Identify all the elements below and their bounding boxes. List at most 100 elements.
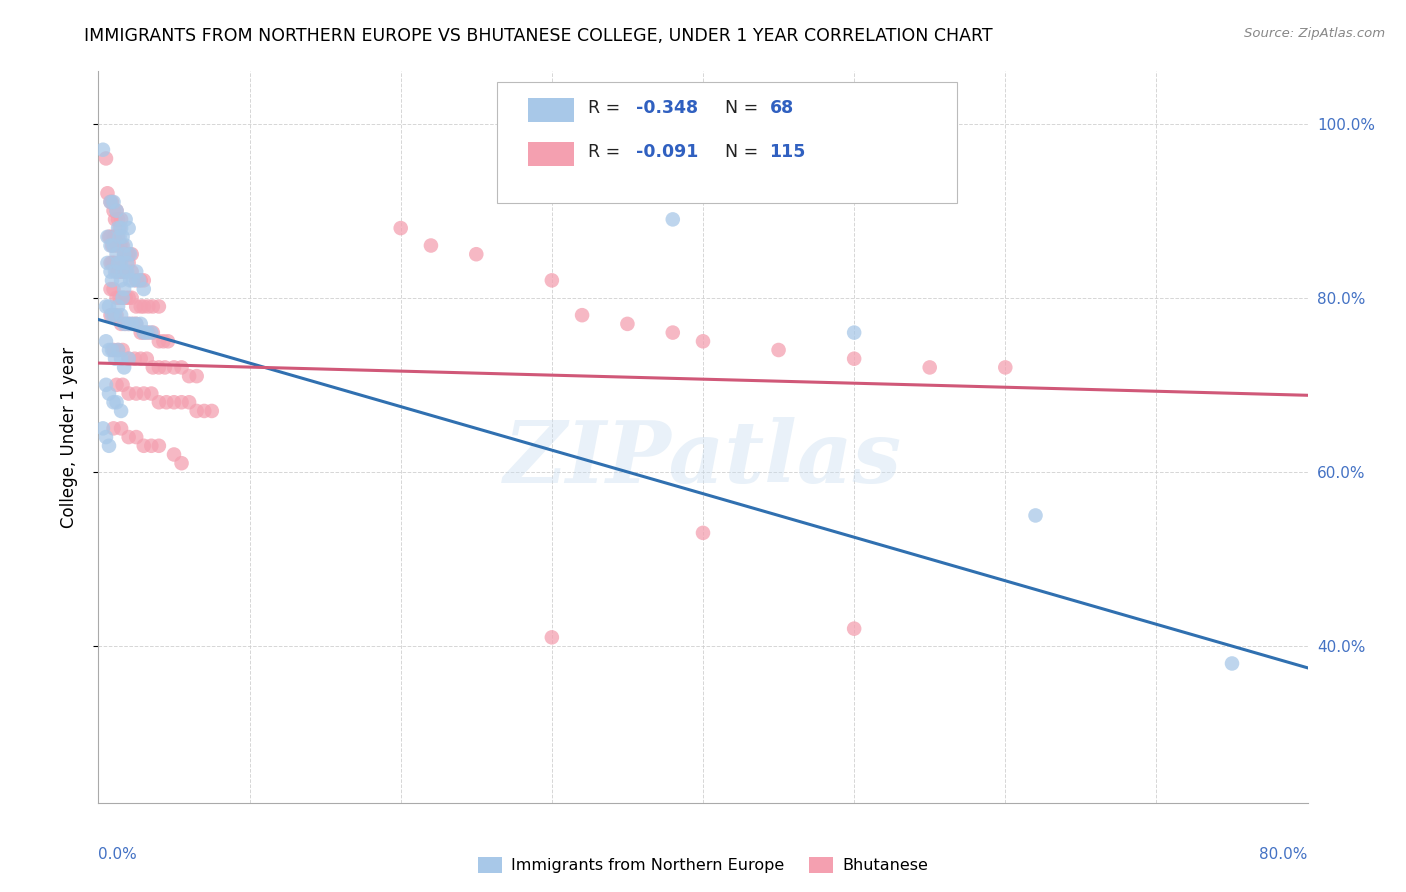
Point bbox=[104, 308, 127, 322]
Point bbox=[152, 334, 174, 349]
Y-axis label: College, Under 1 year: College, Under 1 year bbox=[59, 346, 77, 528]
Point bbox=[148, 395, 170, 409]
Point bbox=[148, 300, 170, 314]
Point bbox=[186, 369, 208, 384]
Point bbox=[156, 334, 179, 349]
Point bbox=[103, 238, 125, 252]
Point bbox=[103, 421, 125, 435]
Point bbox=[110, 351, 132, 366]
Point bbox=[135, 326, 157, 340]
Point bbox=[118, 351, 141, 366]
Point bbox=[136, 326, 159, 340]
Point bbox=[110, 221, 132, 235]
Point bbox=[111, 229, 134, 244]
Point bbox=[103, 194, 125, 209]
Point bbox=[105, 265, 128, 279]
Point bbox=[132, 386, 155, 401]
Legend: Immigrants from Northern Europe, Bhutanese: Immigrants from Northern Europe, Bhutane… bbox=[471, 850, 935, 880]
Point bbox=[100, 282, 122, 296]
Point bbox=[111, 377, 134, 392]
Point bbox=[170, 360, 193, 375]
Point bbox=[103, 256, 125, 270]
Point bbox=[163, 448, 186, 462]
Point bbox=[148, 439, 170, 453]
Point bbox=[132, 439, 155, 453]
Point bbox=[115, 247, 138, 261]
Point bbox=[110, 421, 132, 435]
Point bbox=[107, 343, 129, 357]
Point bbox=[105, 308, 128, 322]
Point bbox=[110, 404, 132, 418]
Point bbox=[100, 194, 122, 209]
Point bbox=[129, 273, 152, 287]
FancyBboxPatch shape bbox=[527, 98, 574, 122]
Point bbox=[98, 439, 121, 453]
Point bbox=[103, 308, 125, 322]
Point bbox=[125, 317, 148, 331]
Text: R =: R = bbox=[588, 143, 626, 161]
Point bbox=[110, 212, 132, 227]
Point bbox=[100, 265, 122, 279]
Point bbox=[96, 256, 118, 270]
Point bbox=[105, 377, 128, 392]
Point bbox=[540, 631, 562, 645]
Text: R =: R = bbox=[588, 99, 626, 117]
Point bbox=[100, 238, 122, 252]
Point bbox=[118, 430, 141, 444]
Point bbox=[186, 404, 208, 418]
Point bbox=[111, 265, 134, 279]
Point bbox=[132, 282, 155, 296]
Point bbox=[101, 194, 124, 209]
Point bbox=[114, 212, 136, 227]
Point bbox=[129, 351, 152, 366]
Point bbox=[389, 221, 412, 235]
Point bbox=[103, 203, 125, 218]
Point bbox=[96, 229, 118, 244]
Point bbox=[112, 282, 135, 296]
Text: Source: ZipAtlas.com: Source: ZipAtlas.com bbox=[1244, 27, 1385, 40]
Point bbox=[114, 238, 136, 252]
Point bbox=[96, 186, 118, 201]
Text: ZIPatlas: ZIPatlas bbox=[503, 417, 903, 500]
Point bbox=[107, 256, 129, 270]
Point bbox=[94, 377, 117, 392]
Point bbox=[110, 308, 132, 322]
Point bbox=[105, 203, 128, 218]
Point bbox=[141, 439, 163, 453]
Point bbox=[155, 395, 177, 409]
Point bbox=[994, 360, 1017, 375]
Point bbox=[844, 326, 866, 340]
Point bbox=[104, 256, 127, 270]
Text: 0.0%: 0.0% bbox=[98, 847, 138, 862]
Point bbox=[103, 282, 125, 296]
Point bbox=[107, 300, 129, 314]
Point bbox=[540, 273, 562, 287]
Point bbox=[692, 334, 714, 349]
Point bbox=[121, 317, 143, 331]
Point bbox=[125, 386, 148, 401]
Point bbox=[128, 273, 150, 287]
Point bbox=[115, 256, 138, 270]
Text: -0.348: -0.348 bbox=[637, 99, 699, 117]
Point bbox=[125, 273, 148, 287]
Point bbox=[111, 238, 134, 252]
Point bbox=[110, 238, 132, 252]
Point bbox=[111, 291, 134, 305]
Point bbox=[107, 229, 129, 244]
Point bbox=[118, 351, 141, 366]
Point bbox=[118, 317, 141, 331]
Point bbox=[201, 404, 224, 418]
Point bbox=[105, 238, 128, 252]
Point bbox=[105, 395, 128, 409]
Point bbox=[114, 247, 136, 261]
Point bbox=[844, 351, 866, 366]
Point bbox=[129, 317, 152, 331]
Point bbox=[420, 238, 443, 252]
Point bbox=[163, 360, 186, 375]
Point bbox=[124, 351, 146, 366]
Point bbox=[108, 291, 131, 305]
Point bbox=[112, 247, 135, 261]
Point bbox=[110, 265, 132, 279]
Point bbox=[135, 351, 157, 366]
Point bbox=[148, 334, 170, 349]
